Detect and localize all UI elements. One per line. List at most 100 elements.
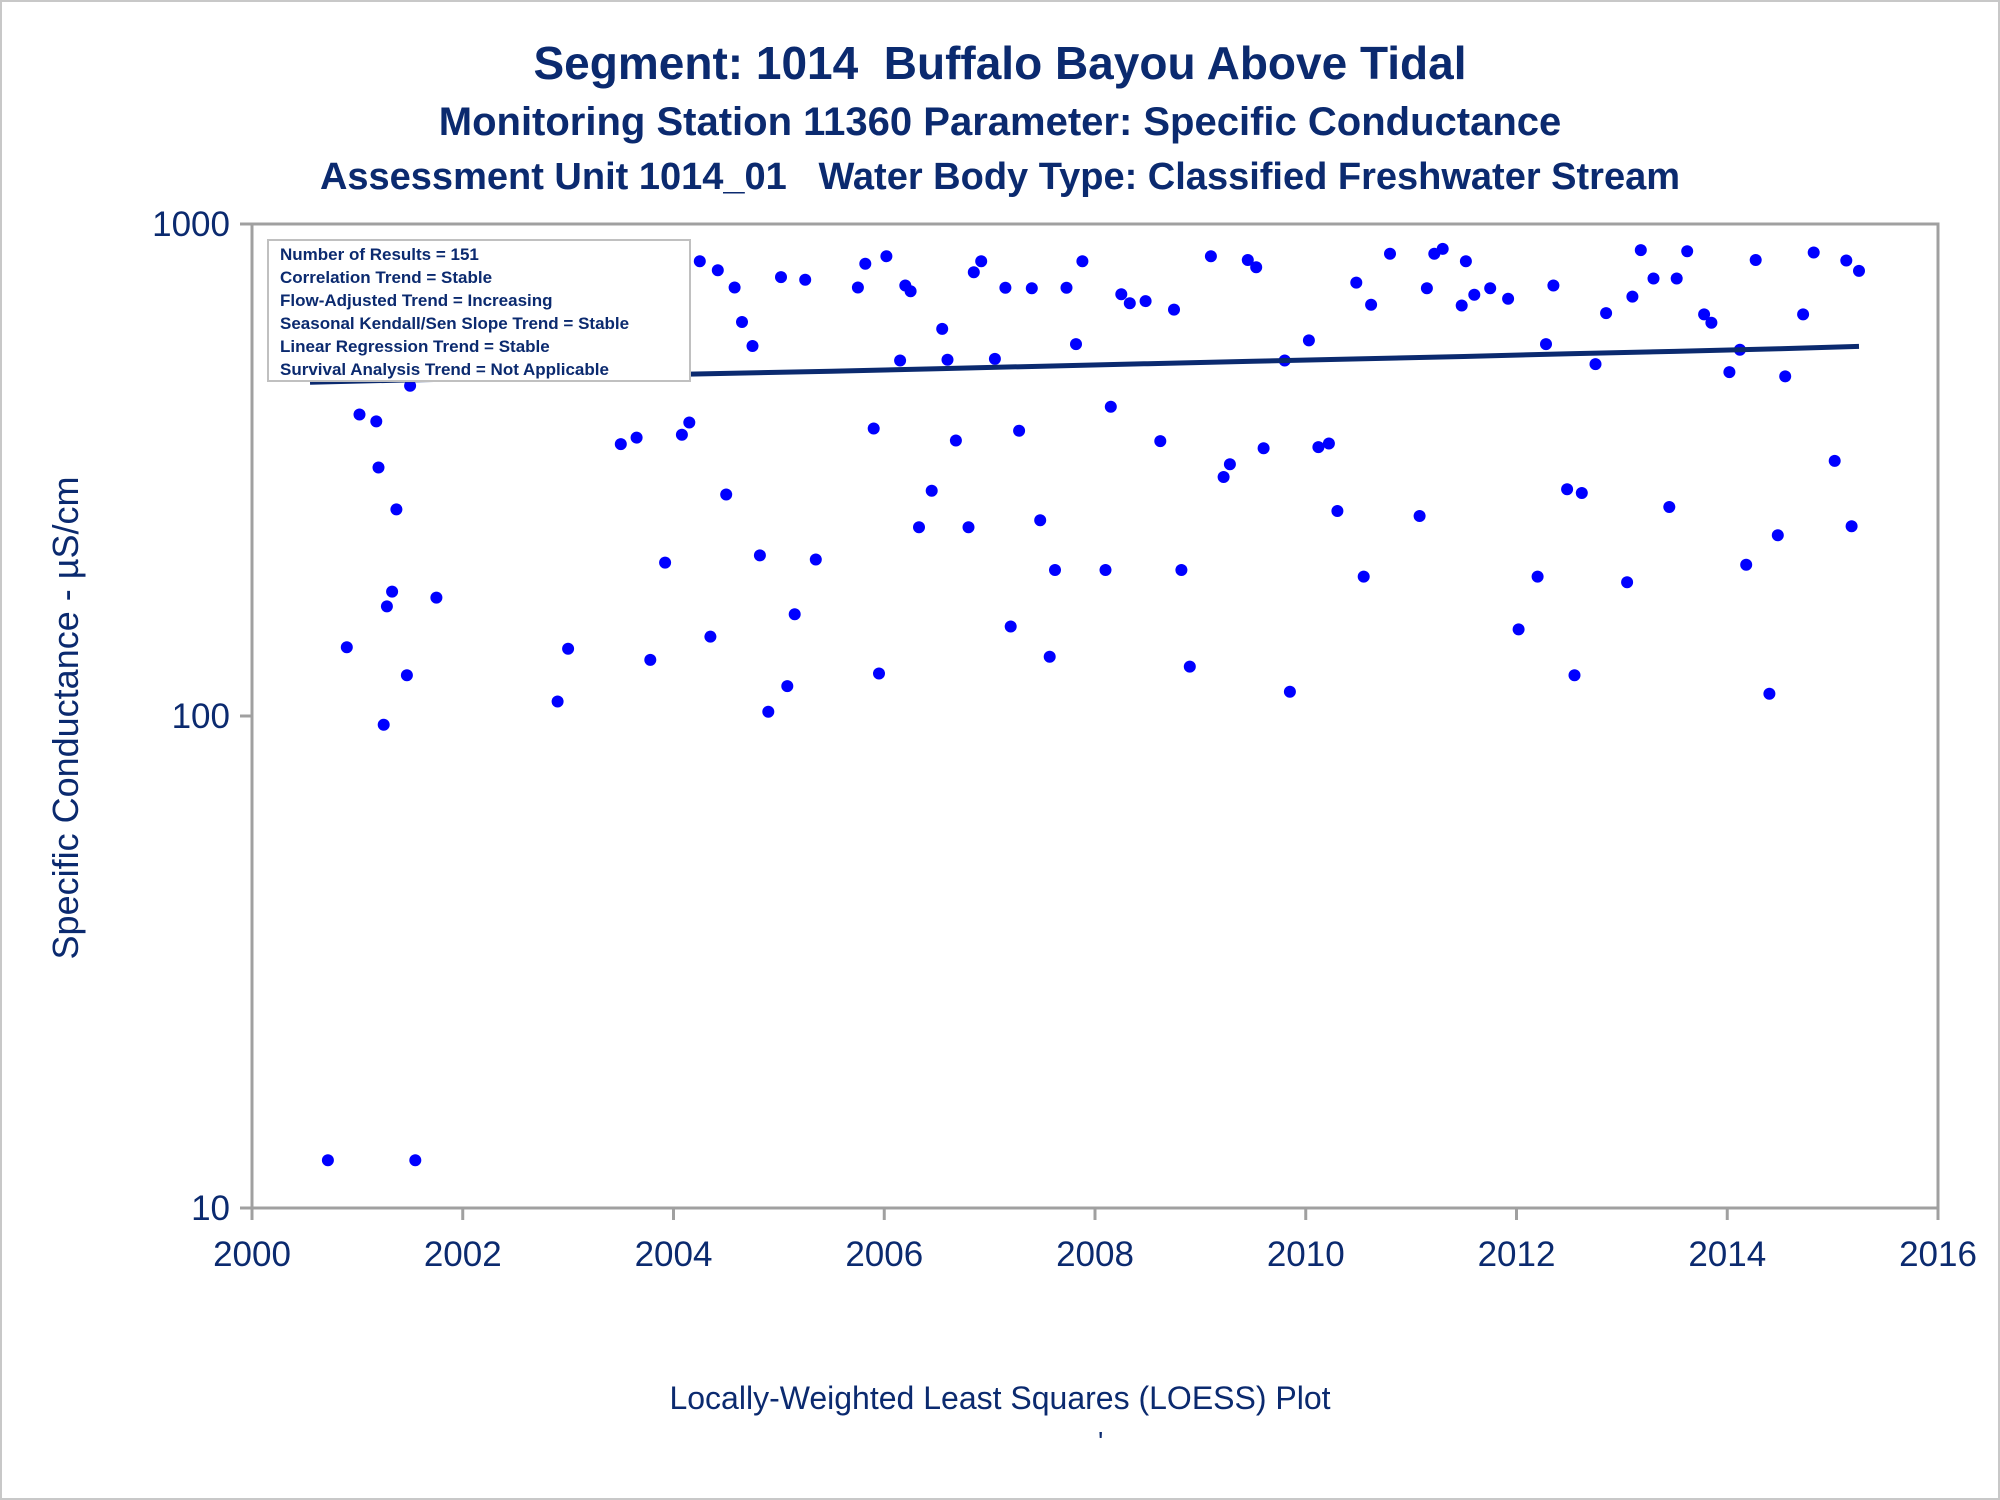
data-point — [1621, 576, 1634, 589]
plot-footnote: Locally-Weighted Least Squares (LOESS) P… — [669, 1380, 1331, 1416]
data-point — [675, 428, 688, 441]
data-point — [1502, 292, 1515, 305]
data-point — [799, 273, 812, 286]
data-point — [377, 718, 390, 731]
data-point — [1698, 308, 1711, 321]
x-tick-label: 2002 — [424, 1235, 502, 1274]
data-point — [762, 705, 775, 718]
data-point — [409, 1154, 422, 1167]
data-point — [1070, 338, 1082, 351]
data-point — [659, 556, 672, 569]
data-point — [353, 408, 366, 421]
data-point — [1540, 338, 1552, 351]
data-point — [1034, 514, 1047, 527]
legend-line: Survival Analysis Trend = Not Applicable — [280, 360, 609, 379]
data-point — [1357, 570, 1370, 583]
data-point — [851, 281, 864, 294]
data-point — [1771, 529, 1784, 542]
data-point — [1670, 272, 1683, 285]
data-point — [683, 416, 696, 429]
y-axis-title: Specific Conductance - µS/cm — [45, 477, 86, 960]
data-point — [925, 484, 938, 497]
chart-title: Segment: 1014 Buffalo Bayou Above Tidal — [533, 37, 1467, 89]
data-point — [1723, 366, 1736, 379]
y-tick-label: 1000 — [152, 205, 230, 244]
data-point — [781, 680, 794, 693]
chart-subtitle-2: Assessment Unit 1014_01 Water Body Type:… — [319, 156, 1681, 198]
data-point — [1840, 254, 1853, 267]
data-point — [614, 438, 627, 451]
data-point — [1455, 299, 1468, 312]
data-point — [1104, 400, 1117, 413]
data-point — [704, 630, 717, 643]
data-point — [1626, 290, 1639, 303]
data-point — [630, 431, 643, 444]
data-point — [1250, 261, 1263, 274]
data-point — [1183, 660, 1196, 673]
x-tick-label: 2014 — [1688, 1235, 1766, 1274]
data-point — [859, 257, 872, 270]
data-point — [562, 642, 575, 655]
data-point — [1575, 487, 1588, 499]
legend-line: Flow-Adjusted Trend = Increasing — [280, 291, 553, 310]
data-point — [1512, 623, 1525, 636]
data-point — [1076, 255, 1089, 268]
data-point — [1168, 303, 1180, 316]
legend-line: Number of Results = 151 — [280, 245, 479, 264]
x-tick-label: 2000 — [213, 1235, 291, 1274]
legend-line: Linear Regression Trend = Stable — [280, 337, 550, 356]
data-point — [1204, 250, 1217, 263]
data-point — [1740, 558, 1753, 571]
data-point — [728, 281, 741, 294]
data-point — [1331, 505, 1344, 517]
data-point — [390, 503, 403, 516]
data-point — [788, 608, 801, 621]
data-point — [1828, 454, 1841, 467]
data-point — [1175, 564, 1188, 576]
data-point — [873, 667, 885, 680]
data-point — [736, 316, 748, 328]
data-point — [1025, 282, 1038, 295]
data-point — [904, 285, 917, 298]
data-point — [1531, 570, 1544, 583]
x-tick-label: 2016 — [1899, 1235, 1977, 1274]
data-point — [1681, 245, 1694, 258]
data-point — [1413, 510, 1426, 522]
trend-legend: Number of Results = 151 Correlation Trend… — [267, 239, 691, 382]
data-point — [809, 553, 822, 566]
data-point — [1484, 282, 1497, 295]
data-point — [711, 264, 724, 277]
data-point — [1312, 441, 1325, 454]
data-point — [1049, 564, 1061, 576]
data-point — [1663, 501, 1676, 513]
data-point — [1797, 308, 1810, 321]
data-point — [1853, 264, 1865, 277]
data-point — [941, 353, 954, 366]
data-point — [370, 415, 383, 428]
data-point — [967, 266, 980, 279]
data-point — [1568, 669, 1581, 682]
data-point — [372, 461, 385, 474]
data-point — [1217, 471, 1230, 483]
data-point — [1420, 282, 1433, 295]
data-point — [913, 521, 925, 534]
data-point — [1257, 442, 1270, 455]
data-point — [1807, 246, 1820, 259]
legend-line: Seasonal Kendall/Sen Slope Trend = Stabl… — [280, 314, 629, 333]
data-point — [894, 354, 907, 367]
data-point — [1384, 247, 1396, 260]
data-point — [975, 255, 988, 268]
data-point — [1302, 334, 1315, 347]
data-point — [1705, 316, 1718, 329]
x-tick-label: 2004 — [635, 1235, 713, 1274]
legend-box — [267, 239, 691, 382]
data-point — [999, 281, 1012, 294]
data-point — [400, 669, 413, 682]
data-point — [1241, 254, 1254, 266]
data-point — [430, 591, 443, 604]
data-point — [321, 1154, 334, 1167]
data-point — [880, 250, 893, 263]
data-point — [404, 379, 417, 392]
y-tick-label: 10 — [191, 1189, 230, 1228]
